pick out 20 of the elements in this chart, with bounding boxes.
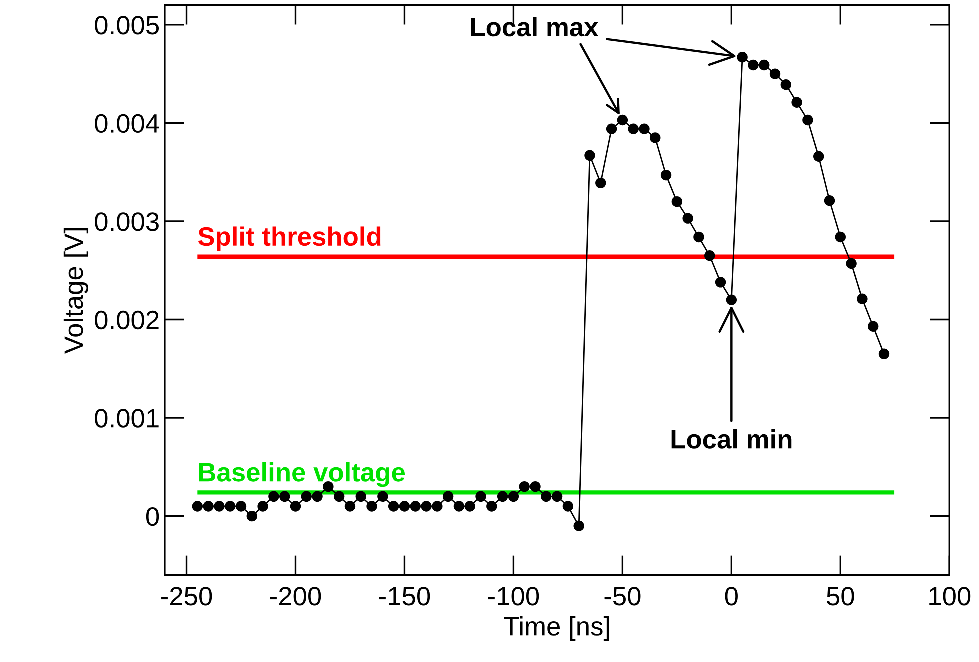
ref-line-label: Split threshold: [198, 226, 381, 252]
x-tick-label: 50: [827, 587, 854, 606]
annotation: Local min: [672, 429, 792, 449]
y-tick-label: 0.003: [95, 212, 159, 232]
x-tick-label: -50: [604, 587, 641, 606]
y-axis-title: Voltage [V]: [64, 228, 89, 354]
annotation: Local max: [471, 17, 599, 37]
y-tick-label: 0.004: [95, 114, 160, 134]
y-tick-label: 0.005: [95, 16, 159, 35]
y-tick-label: 0.002: [95, 310, 159, 330]
ref-line-label: Baseline voltage: [199, 462, 406, 488]
y-tick-label: 0.001: [95, 409, 159, 428]
x-tick-label: -200: [270, 587, 322, 606]
x-tick-label: 100: [930, 587, 971, 606]
x-tick-label: -100: [488, 587, 540, 606]
x-tick-label: -250: [162, 587, 212, 606]
x-tick-label: -150: [379, 587, 430, 606]
x-axis-title: Time [ns]: [504, 616, 610, 642]
y-tick-label: 0: [146, 507, 160, 526]
x-tick-label: 0: [725, 587, 738, 606]
